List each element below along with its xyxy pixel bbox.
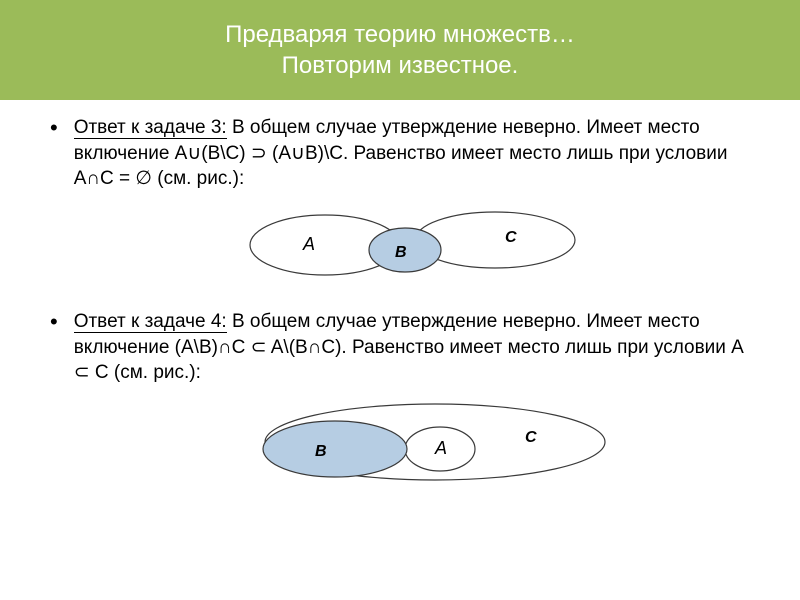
answer-3-label: Ответ к задаче 3: [74, 117, 227, 139]
title-text: Предваряя теорию множеств… Повторим изве… [225, 19, 575, 81]
set-label-b: B [395, 244, 407, 261]
bullet-icon: • [50, 115, 58, 141]
content-area: • Ответ к задаче 3: В общем случае утвер… [0, 100, 800, 509]
title-line-2: Повторим известное. [282, 52, 519, 79]
diagram-2-wrap: BAC [50, 394, 760, 499]
venn-diagram-2: BAC [195, 394, 615, 499]
answer-item-3: • Ответ к задаче 3: В общем случае утвер… [50, 115, 760, 192]
answer-4-label: Ответ к задаче 4: [74, 311, 227, 333]
title-bar: Предваряя теорию множеств… Повторим изве… [0, 0, 800, 100]
answer-3-text: Ответ к задаче 3: В общем случае утвержд… [74, 115, 760, 192]
answer-4-text: Ответ к задаче 4: В общем случае утвержд… [74, 309, 760, 386]
set-label-a: A [302, 234, 315, 254]
set-label-a: A [434, 438, 447, 458]
answer-item-4: • Ответ к задаче 4: В общем случае утвер… [50, 309, 760, 386]
diagram2-svg: BAC [195, 394, 615, 494]
bullet-icon: • [50, 309, 58, 335]
diagram-1-wrap: A B C [50, 200, 760, 295]
ellipse [415, 212, 575, 268]
set-label-c: C [505, 229, 517, 246]
diagram1-svg: A B C [225, 200, 585, 290]
ellipse [263, 421, 407, 477]
set-label-c: C [525, 429, 537, 446]
venn-diagram-1: A B C [225, 200, 585, 295]
title-line-1: Предваряя теорию множеств… [225, 21, 575, 48]
set-label-b: B [315, 443, 327, 460]
